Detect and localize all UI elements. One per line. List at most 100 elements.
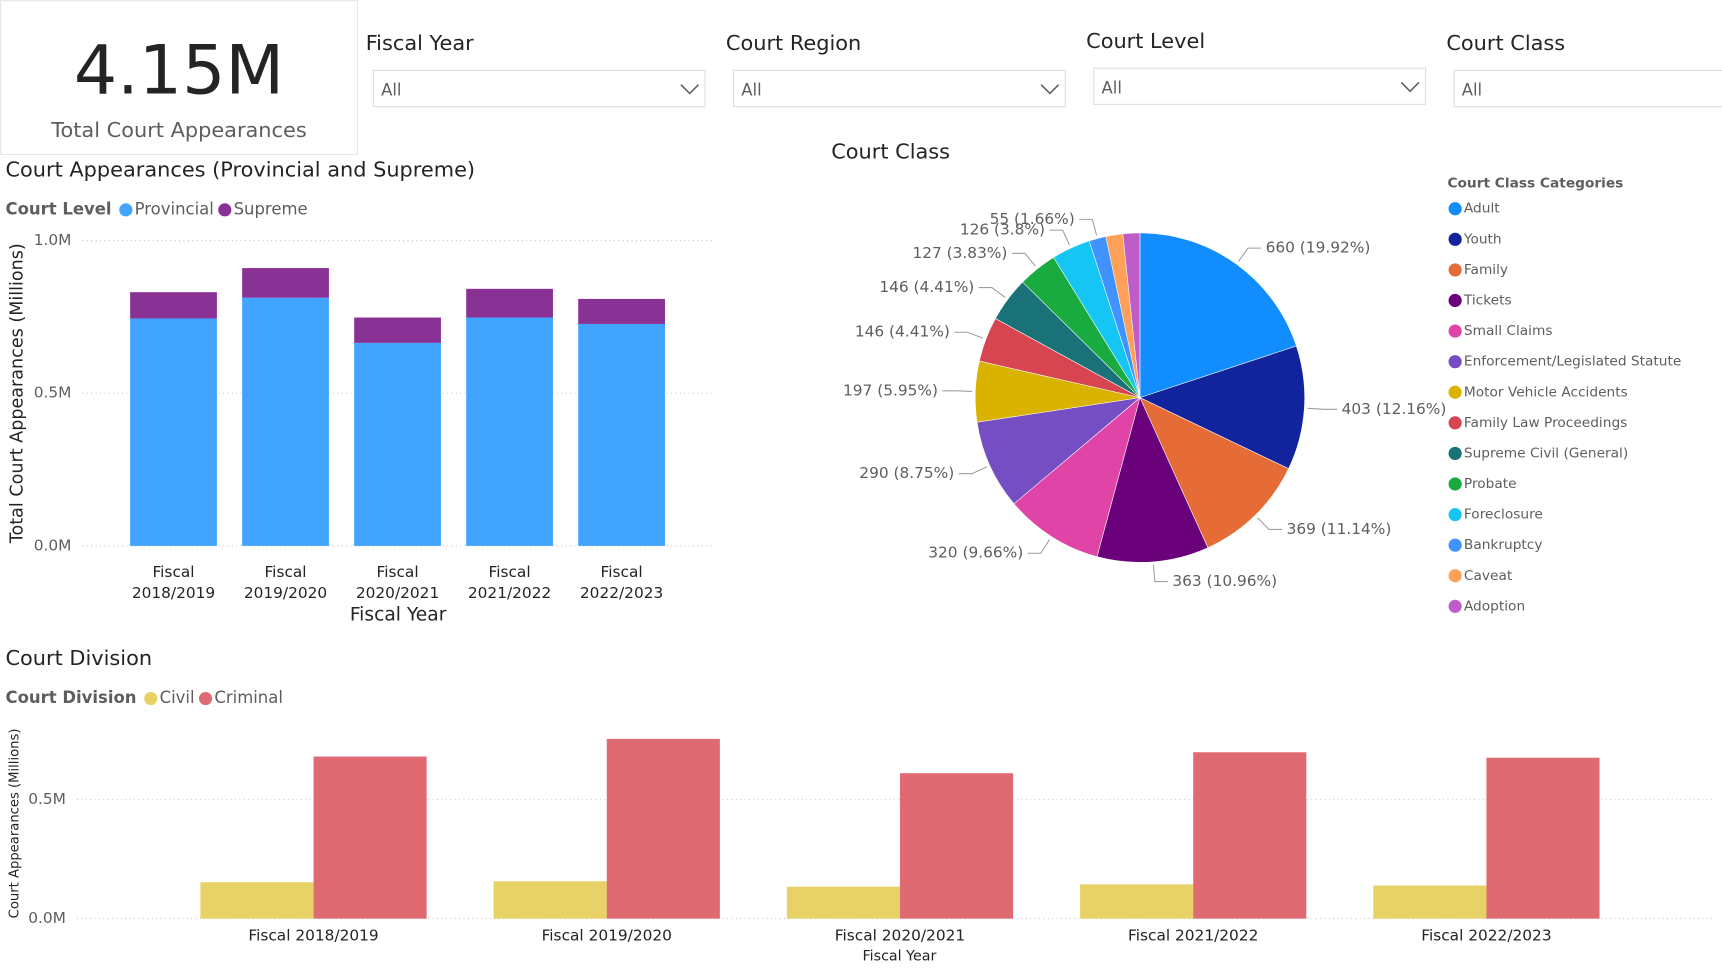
pie-slice [976, 397, 1141, 505]
slicer-selection: All [741, 81, 761, 100]
x-tick-label: Fiscal 2018/2019 [132, 563, 215, 602]
slicer-dropdown[interactable] [1093, 67, 1427, 105]
x-tick-label: Fiscal 2020/2021 [356, 563, 439, 602]
legend-label: Small Claims [1464, 323, 1553, 339]
y-tick-label: 0.5M [28, 790, 66, 808]
pie-slice [1139, 232, 1297, 399]
slicer-dropdown[interactable] [733, 69, 1066, 108]
bar [1486, 757, 1600, 919]
legend-marker [1448, 324, 1462, 338]
slicer-dropdown[interactable] [1453, 69, 1722, 108]
bar [130, 292, 217, 319]
legend-marker [1448, 355, 1462, 369]
legend-label: Supreme Civil (General) [1464, 445, 1628, 461]
kpi-label: Total Court Appearances [50, 118, 306, 142]
bar [242, 268, 329, 298]
data-label: 126 (3.8%) [960, 221, 1045, 239]
x-tick-label: Fiscal 2020/2021 [835, 927, 965, 945]
chart-title: Court Division [5, 646, 152, 670]
chart-title: Court Appearances (Provincial and Suprem… [5, 157, 475, 181]
leader-line [1152, 565, 1168, 583]
pie-slice [1139, 397, 1289, 549]
pie-slice [1096, 396, 1209, 563]
y-axis-label: Court Appearances (Millions) [7, 728, 22, 918]
data-label: 403 (12.16%) [1342, 400, 1447, 418]
legend-label: Youth [1463, 231, 1502, 247]
slicer-dropdown[interactable] [372, 69, 706, 108]
legend-label: Adoption [1464, 598, 1525, 614]
x-tick-label: Fiscal 2022/2023 [1421, 927, 1551, 945]
legend-marker [1448, 232, 1462, 246]
x-axis-label: Fiscal Year [863, 949, 937, 965]
data-label: 660 (19.92%) [1266, 239, 1371, 257]
bar [606, 738, 720, 919]
leader-line [1027, 539, 1051, 554]
y-axis-label: Total Court Appearances (Millions) [8, 243, 28, 544]
leader-line [958, 466, 988, 475]
legend-label: Provincial [135, 199, 214, 218]
slicer-title: Court Level [1086, 29, 1205, 53]
legend-label: Family [1464, 262, 1508, 278]
legend-label: Adult [1464, 201, 1500, 217]
y-tick-label: 0.0M [34, 536, 72, 554]
bar [242, 297, 329, 546]
legend-marker [144, 691, 158, 706]
legend-label: Supreme [234, 199, 308, 218]
chevron [680, 84, 700, 95]
x-tick-label: Fiscal 2019/2020 [542, 927, 672, 945]
pie-slice [1139, 345, 1305, 470]
chevron [1040, 84, 1060, 95]
x-tick-label: Fiscal 2021/2022 [468, 563, 551, 602]
leader-line [1257, 517, 1283, 531]
bar [493, 881, 607, 919]
chart-title: Court Class [831, 140, 950, 164]
legend-marker [218, 203, 232, 217]
bar [1193, 752, 1307, 919]
legend-label: Foreclosure [1464, 507, 1543, 523]
legend-marker [1448, 569, 1462, 583]
data-label: 369 (11.14%) [1287, 520, 1392, 538]
chevron [1400, 81, 1420, 93]
kpi-value: 4.15M [74, 31, 284, 110]
leader-line [1307, 407, 1338, 410]
legend-marker [119, 203, 133, 217]
legend-label: Family Law Proceedings [1464, 415, 1627, 431]
y-tick-label: 0.0M [28, 909, 66, 927]
legend-marker [198, 691, 213, 706]
bar [313, 756, 427, 919]
leader-line [978, 287, 1006, 298]
bar [354, 342, 441, 546]
slicer-title: Court Class [1446, 31, 1565, 55]
legend-title: Court Division [5, 688, 136, 707]
slicer-selection: All [1102, 79, 1122, 98]
leader-line [1049, 229, 1071, 246]
legend-label: Civil [160, 688, 195, 707]
legend-marker [1448, 202, 1462, 216]
legend-marker [1448, 446, 1462, 461]
bar [1080, 884, 1194, 919]
bar [466, 288, 553, 318]
bar [200, 882, 314, 919]
leader-line [942, 390, 973, 392]
x-axis-label: Fiscal Year [350, 605, 447, 626]
x-tick-label: Fiscal 2019/2020 [244, 563, 327, 602]
slicer-selection: All [1462, 81, 1482, 100]
kpi-card [0, 0, 359, 155]
legend-title: Court Class Categories [1447, 175, 1623, 191]
data-label: 290 (8.75%) [859, 464, 954, 482]
bar [130, 318, 217, 546]
data-label: 146 (4.41%) [879, 278, 974, 296]
x-tick-label: Fiscal 2022/2023 [580, 563, 663, 602]
legend-label: Bankruptcy [1464, 537, 1543, 553]
legend-label: Motor Vehicle Accidents [1464, 384, 1628, 400]
slicer-title: Fiscal Year [366, 31, 474, 55]
bar [578, 298, 665, 324]
bar [899, 773, 1014, 919]
pie-slice [1013, 396, 1141, 558]
legend-label: Enforcement/Legislated Statute [1464, 354, 1681, 370]
legend-label: Criminal [214, 688, 283, 707]
leader-line [1237, 247, 1262, 262]
legend-marker [1448, 477, 1462, 491]
x-tick-label: Fiscal 2021/2022 [1128, 927, 1258, 945]
leader-line [954, 331, 984, 339]
